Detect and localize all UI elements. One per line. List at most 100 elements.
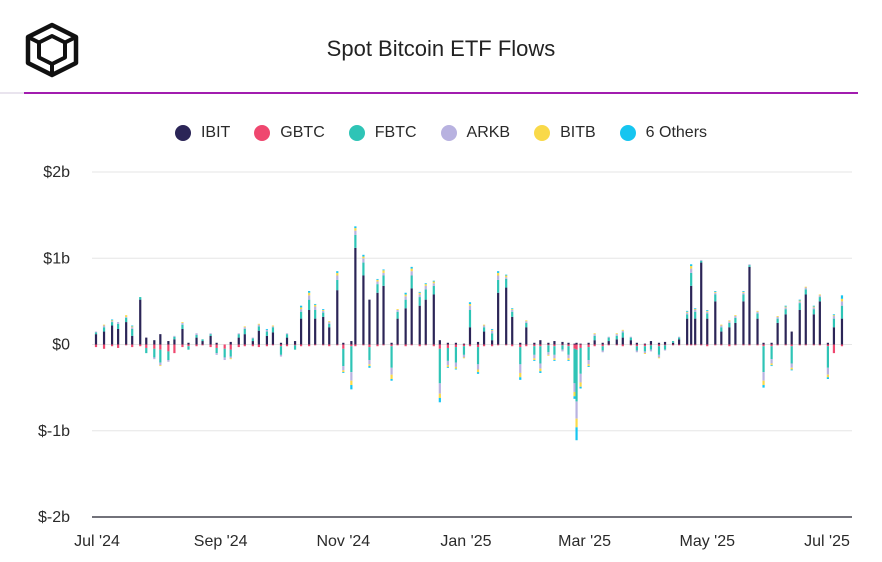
bar-segment-ibit [265, 335, 269, 345]
bar-segment-fbtc [125, 317, 128, 323]
bar-segment-ibit [714, 301, 717, 345]
bar-segment-fbtc [424, 289, 427, 300]
bar-segment-gbtc [700, 344, 703, 346]
bar-segment-bitb [734, 315, 737, 317]
bar-segment-ibit [476, 341, 480, 345]
bar-segment-ibit [678, 339, 681, 345]
bar-segment-arkb [94, 331, 98, 333]
bar-segment-gbtc [117, 344, 120, 348]
bar-segment-arkb [762, 372, 765, 381]
bar-segment-ibit [776, 322, 779, 345]
y-tick-label: $-1b [38, 423, 70, 440]
bar-segment-fbtc [579, 347, 582, 374]
bar-segment-fbtc [607, 337, 610, 342]
legend-item[interactable]: ARKB [440, 124, 510, 142]
legend-item[interactable]: IBIT [174, 124, 230, 142]
bar-segment-arkb [734, 316, 737, 318]
bar-segment-bitb [390, 374, 393, 379]
bar-segment-fbtc [601, 346, 604, 351]
bar-segment-fbtc [533, 346, 536, 355]
bar-segment-bitb [299, 307, 303, 310]
bar-segment-bitb [714, 291, 717, 293]
bar-segment-arkb [354, 230, 357, 235]
bar-segment-gbtc [125, 344, 128, 346]
bar-segment-arkb [579, 373, 582, 383]
bar-segment-ibit [173, 339, 176, 345]
bar-segment-ibit [804, 294, 807, 345]
bar-segment-ibit [812, 314, 815, 345]
bar-segment-fbtc [328, 323, 331, 328]
bar-segment-bitb [468, 303, 472, 306]
bar-segment-ibit [139, 299, 142, 345]
bar-segment-ibit [167, 341, 170, 345]
x-tick-label: Sep '24 [194, 533, 248, 550]
bar-segment-gbtc [601, 344, 604, 347]
bar-segment-gbtc [237, 344, 240, 348]
bar-segment-bitb [694, 309, 697, 310]
bar-segment-ibit [350, 341, 353, 345]
bar-segment-ibit [720, 331, 723, 345]
bar-segment-ibit [342, 342, 345, 345]
bar-segment-fbtc [271, 327, 275, 333]
bar-segment-6-others [438, 397, 441, 403]
legend-swatch [174, 125, 191, 141]
bar-segment-arkb [285, 333, 289, 335]
bar-segment-gbtc [561, 344, 564, 346]
bar-segment-6-others [539, 371, 542, 373]
bar-segment-gbtc [424, 344, 427, 346]
bar-segment-bitb [462, 357, 466, 359]
bar-segment-ibit [643, 343, 647, 345]
bar-segment-arkb [686, 312, 689, 315]
bar-segment-fbtc [714, 294, 717, 302]
bar-segment-arkb [649, 349, 653, 352]
bar-segment-gbtc [742, 344, 745, 346]
legend-item[interactable]: BITB [534, 124, 596, 142]
bar-segment-arkb [818, 295, 821, 298]
bar-segment-ibit [131, 335, 134, 345]
bar-segment-ibit [593, 340, 596, 345]
legend-item[interactable]: GBTC [254, 124, 325, 142]
bar-segment-fbtc [539, 346, 542, 364]
header-divider [24, 92, 858, 94]
bar-segment-gbtc [511, 344, 514, 347]
bar-segment-6-others [314, 303, 317, 305]
bar-segment-bitb [131, 326, 134, 328]
bar-segment-gbtc [567, 344, 570, 347]
bar-segment-ibit [525, 327, 528, 345]
bar-segment-bitb [818, 294, 821, 296]
bar-segment-arkb [700, 259, 703, 261]
bar-segment-arkb [446, 360, 449, 366]
bar-segment-bitb [159, 365, 162, 367]
x-tick-label: May '25 [679, 533, 735, 550]
bar-segment-arkb [812, 307, 815, 310]
bar-segment-ibit [201, 341, 204, 345]
bar-segment-arkb [840, 301, 844, 306]
bar-segment-ibit [110, 325, 114, 345]
bar-segment-gbtc [812, 344, 815, 346]
bar-segment-fbtc [368, 347, 371, 361]
bar-segment-gbtc [790, 344, 793, 347]
legend-item[interactable]: FBTC [348, 124, 417, 142]
bar-segment-ibit [587, 342, 590, 345]
bar-segment-arkb [125, 316, 128, 318]
bar-segment-6-others [694, 308, 697, 310]
bar-segment-bitb [742, 291, 745, 293]
bar-segment-ibit [728, 327, 731, 345]
bar-segment-bitb [720, 324, 723, 326]
legend-item[interactable]: 6 Others [619, 124, 707, 142]
bar-segment-arkb [350, 372, 353, 381]
bar-segment-arkb [181, 322, 184, 325]
bar-segment-ibit [404, 308, 407, 345]
bar-segment-bitb [690, 266, 693, 269]
bar-segment-6-others [491, 328, 494, 330]
bar-segment-gbtc [209, 344, 212, 348]
bar-segment-6-others [533, 360, 536, 361]
bar-segment-bitb [438, 393, 441, 398]
bar-segment-arkb [257, 324, 260, 327]
bar-segment-gbtc [354, 344, 357, 347]
bar-segment-fbtc [336, 279, 339, 291]
bar-segment-bitb [497, 272, 500, 276]
bar-segment-arkb [131, 327, 134, 329]
bar-segment-ibit [607, 341, 610, 345]
x-tick-label: Jul '25 [804, 533, 850, 550]
